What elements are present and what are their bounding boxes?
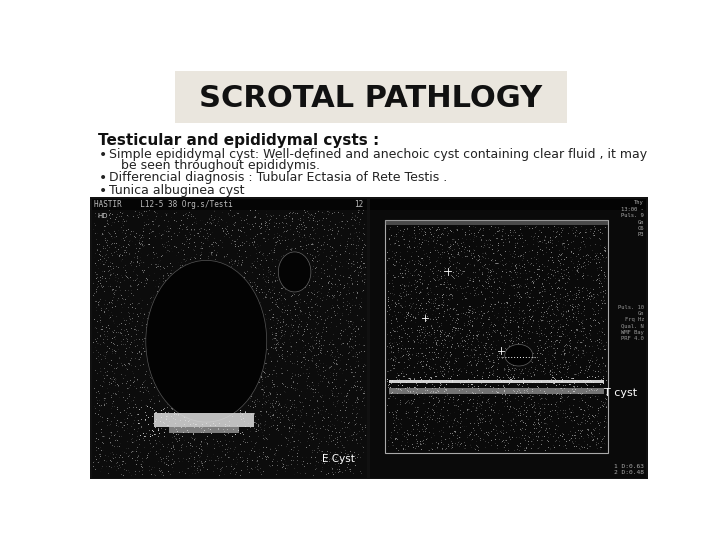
Text: Simple epididymal cyst: Well-defined and anechoic cyst containing clear fluid , : Simple epididymal cyst: Well-defined and… xyxy=(109,148,647,161)
Text: be seen throughout epididymis.: be seen throughout epididymis. xyxy=(121,159,320,172)
Text: Thy
13:00 -
Puls. 9
Gn
C6
P3: Thy 13:00 - Puls. 9 Gn C6 P3 xyxy=(621,200,644,237)
FancyBboxPatch shape xyxy=(175,71,567,123)
Text: SCROTAL PATHLOGY: SCROTAL PATHLOGY xyxy=(199,84,542,113)
Text: 12: 12 xyxy=(354,200,364,210)
Bar xyxy=(389,388,604,394)
Text: •: • xyxy=(99,148,107,162)
Text: •: • xyxy=(99,184,107,198)
Ellipse shape xyxy=(145,260,266,422)
Text: Differencial diagnosis : Tubular Ectasia of Rete Testis .: Differencial diagnosis : Tubular Ectasia… xyxy=(109,171,447,184)
Text: HASTIR    L12-5 38 Org.s/Testi: HASTIR L12-5 38 Org.s/Testi xyxy=(94,200,233,210)
Bar xyxy=(169,427,239,433)
Text: Puls. 10
Gn
Frq Hz
Qual. N
WMF Bay
PRF 4.0: Puls. 10 Gn Frq Hz Qual. N WMF Bay PRF 4… xyxy=(618,305,644,341)
Text: Testicular and epididymal cysts :: Testicular and epididymal cysts : xyxy=(98,132,379,147)
Text: E Cyst: E Cyst xyxy=(322,454,355,464)
Text: T cyst: T cyst xyxy=(604,388,637,398)
Bar xyxy=(370,199,647,210)
Bar xyxy=(385,220,608,225)
Bar xyxy=(370,199,647,477)
Ellipse shape xyxy=(505,345,533,366)
Bar xyxy=(385,220,608,453)
Text: HD: HD xyxy=(98,213,108,219)
Bar xyxy=(389,380,604,383)
Text: •: • xyxy=(99,171,107,185)
Text: 1 D:0.63
2 D:0.48: 1 D:0.63 2 D:0.48 xyxy=(614,464,644,475)
Bar xyxy=(153,413,254,427)
Bar xyxy=(90,197,648,479)
Ellipse shape xyxy=(279,252,311,292)
Text: Tunica albuginea cyst: Tunica albuginea cyst xyxy=(109,184,244,197)
Bar xyxy=(91,199,366,210)
Bar xyxy=(91,199,366,477)
